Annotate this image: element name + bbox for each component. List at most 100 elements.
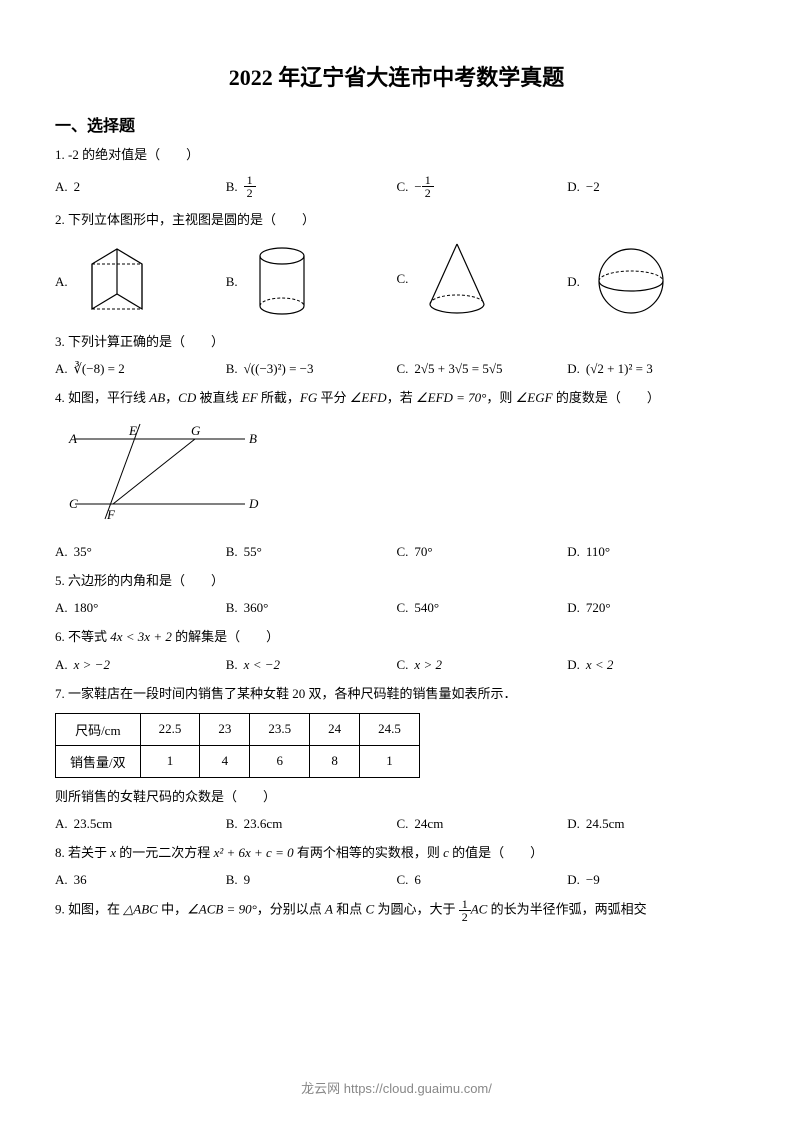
opt-label: B. bbox=[226, 872, 238, 888]
q1-a-val: 2 bbox=[74, 179, 81, 195]
v: 6 bbox=[414, 872, 421, 888]
v: 23.6cm bbox=[244, 816, 283, 832]
opt-label: C. bbox=[397, 179, 409, 195]
q7-opt-b: B. 23.6cm bbox=[226, 816, 397, 832]
q1-text: 1. -2 的绝对值是（ ） bbox=[55, 144, 738, 166]
opt-label: A. bbox=[55, 872, 68, 888]
t: CD bbox=[178, 390, 196, 405]
q6-opt-d: D. x < 2 bbox=[567, 657, 738, 673]
v: −9 bbox=[586, 872, 600, 888]
q7-opt-d: D. 24.5cm bbox=[567, 816, 738, 832]
opt-label: D. bbox=[567, 544, 580, 560]
opt-label: B. bbox=[226, 179, 238, 195]
opt-label: B. bbox=[226, 816, 238, 832]
opt-label: B. bbox=[226, 274, 238, 290]
frac-den: 2 bbox=[422, 187, 434, 199]
t: A bbox=[325, 901, 333, 916]
cell: 1 bbox=[140, 745, 200, 777]
opt-label: A. bbox=[55, 361, 68, 377]
q3-d-val: (√2 + 1)² = 3 bbox=[586, 361, 653, 377]
q7-text: 7. 一家鞋店在一段时间内销售了某种女鞋 20 双，各种尺码鞋的销售量如表所示． bbox=[55, 683, 738, 705]
v: 36 bbox=[74, 872, 87, 888]
q4-text: 4. 如图，平行线 AB，CD 被直线 EF 所截，FG 平分 ∠EFD，若 ∠… bbox=[55, 387, 738, 409]
q5-opt-c: C. 540° bbox=[397, 600, 568, 616]
v: x > 2 bbox=[414, 657, 442, 673]
opt-label: B. bbox=[226, 600, 238, 616]
cell: 24 bbox=[310, 713, 360, 745]
label-d: D bbox=[248, 496, 259, 511]
opt-label: C. bbox=[397, 600, 409, 616]
section-1-header: 一、选择题 bbox=[55, 112, 738, 136]
q8-options: A. 36 B. 9 C. 6 D.−9 bbox=[55, 872, 738, 888]
v: x < −2 bbox=[244, 657, 280, 673]
t: x² + 6x + c = 0 bbox=[214, 845, 294, 860]
t: 和点 bbox=[333, 901, 366, 916]
t: ， bbox=[165, 390, 178, 405]
cell: 1 bbox=[360, 745, 420, 777]
q7-opt-c: C.24cm bbox=[397, 816, 568, 832]
t: 的长为半径作弧，两弧相交 bbox=[487, 901, 646, 916]
v: 23.5cm bbox=[74, 816, 113, 832]
q6-options: A.x > −2 B. x < −2 C.x > 2 D. x < 2 bbox=[55, 657, 738, 673]
opt-label: D. bbox=[567, 179, 580, 195]
q5-opt-a: A.180° bbox=[55, 600, 226, 616]
q4-opt-c: C.70° bbox=[397, 544, 568, 560]
opt-label: D. bbox=[567, 657, 580, 673]
q5-text: 5. 六边形的内角和是（ ） bbox=[55, 570, 738, 592]
cell: 22.5 bbox=[140, 713, 200, 745]
t: 平分 bbox=[317, 390, 350, 405]
t: FG bbox=[300, 390, 317, 405]
t: C bbox=[366, 901, 375, 916]
v: x > −2 bbox=[74, 657, 110, 673]
t: ∠EFD bbox=[350, 390, 387, 405]
cell: 23 bbox=[200, 713, 250, 745]
t: 被直线 bbox=[196, 390, 242, 405]
q3-opt-d: D. (√2 + 1)² = 3 bbox=[567, 361, 738, 377]
q6-opt-a: A.x > −2 bbox=[55, 657, 226, 673]
fraction: 1 2 bbox=[244, 174, 256, 199]
minus-sign: − bbox=[414, 179, 421, 195]
neg-fraction: − 1 2 bbox=[414, 174, 433, 199]
cell: 6 bbox=[250, 745, 310, 777]
frac-num: 1 bbox=[459, 898, 471, 911]
v: 9 bbox=[244, 872, 251, 888]
q8-opt-d: D.−9 bbox=[567, 872, 738, 888]
opt-label: A. bbox=[55, 274, 68, 290]
frac-den: 2 bbox=[244, 187, 256, 199]
opt-label: B. bbox=[226, 657, 238, 673]
v: 180° bbox=[74, 600, 99, 616]
opt-label: A. bbox=[55, 544, 68, 560]
t: 的一元二次方程 bbox=[116, 845, 214, 860]
label-f: F bbox=[106, 507, 116, 522]
q3-options: A. ∛(−8) = 2 B. √((−3)²) = −3 C. 2√5 + 3… bbox=[55, 361, 738, 377]
label-c: C bbox=[69, 496, 78, 511]
q4-options: A.35° B.55° C.70° D.110° bbox=[55, 544, 738, 560]
q2-opt-c: C. bbox=[397, 239, 568, 319]
triangular-prism-icon bbox=[82, 244, 152, 319]
t: 4x < 3x + 2 bbox=[110, 629, 172, 644]
page-title: 2022 年辽宁省大连市中考数学真题 bbox=[55, 60, 738, 92]
opt-label: D. bbox=[567, 816, 580, 832]
t: 为圆心，大于 bbox=[374, 901, 459, 916]
opt-label: B. bbox=[226, 361, 238, 377]
q8-opt-c: C. 6 bbox=[397, 872, 568, 888]
opt-label: C. bbox=[397, 816, 409, 832]
v: 70° bbox=[414, 544, 432, 560]
q6-opt-c: C.x > 2 bbox=[397, 657, 568, 673]
v: 540° bbox=[414, 600, 439, 616]
t: 的度数是（ ） bbox=[553, 390, 660, 405]
q7-table: 尺码/cm 22.5 23 23.5 24 24.5 销售量/双 1 4 6 8… bbox=[55, 713, 420, 778]
q4-opt-b: B.55° bbox=[226, 544, 397, 560]
v: 24.5cm bbox=[586, 816, 625, 832]
page-footer: 龙云网 https://cloud.guaimu.com/ bbox=[0, 1078, 793, 1097]
q2-options: A. B. bbox=[55, 239, 738, 319]
opt-label: C. bbox=[397, 872, 409, 888]
opt-label: C. bbox=[397, 361, 409, 377]
q9-text: 9. 如图，在 △ABC 中，∠ACB = 90°，分别以点 A 和点 C 为圆… bbox=[55, 898, 738, 923]
cell: 24.5 bbox=[360, 713, 420, 745]
q6-text: 6. 不等式 4x < 3x + 2 的解集是（ ） bbox=[55, 626, 738, 648]
t: 中， bbox=[158, 901, 187, 916]
v: x < 2 bbox=[586, 657, 614, 673]
opt-label: B. bbox=[226, 544, 238, 560]
q5-opt-b: B.360° bbox=[226, 600, 397, 616]
